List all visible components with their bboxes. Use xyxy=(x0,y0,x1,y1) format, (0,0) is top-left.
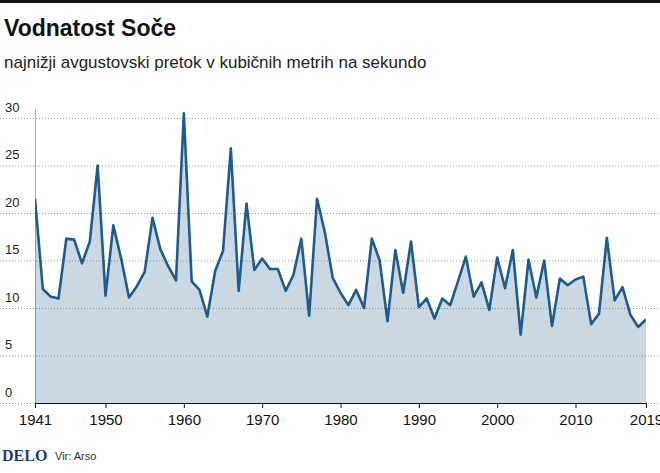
x-tick-mark xyxy=(341,403,342,408)
y-tick-label: 30 xyxy=(5,100,19,115)
x-axis: 1941 1950 1960 1970 1980 1990 2000 2010 2019 xyxy=(19,403,660,428)
x-tick: 1950 xyxy=(89,403,122,428)
x-tick-mark xyxy=(497,403,498,408)
source: Vir: Arso xyxy=(55,450,96,462)
publisher: DELO xyxy=(2,447,47,464)
x-tick-label: 1970 xyxy=(246,411,279,428)
subtitle: najnižji avgustovski pretok v kubičnih m… xyxy=(4,53,426,72)
x-tick-mark xyxy=(419,403,420,408)
x-tick: 1990 xyxy=(403,403,436,428)
y-tick: 25 xyxy=(0,147,660,166)
chart: Vodnatost Soče najnižji avgustovski preto… xyxy=(0,0,660,473)
x-tick: 2000 xyxy=(481,403,514,428)
x-tick-mark xyxy=(262,403,263,408)
x-tick: 2010 xyxy=(559,403,592,428)
area xyxy=(35,113,646,403)
y-grid: 0 5 10 15 20 25 30 xyxy=(0,100,660,404)
y-tick-label: 10 xyxy=(5,290,19,305)
y-tick-label: 25 xyxy=(5,147,19,162)
x-tick-mark xyxy=(646,403,647,408)
x-tick: 1941 xyxy=(19,403,52,428)
y-tick-label: 20 xyxy=(5,195,19,210)
x-tick-mark xyxy=(576,403,577,408)
plot xyxy=(35,113,646,403)
x-tick-label: 1990 xyxy=(403,411,436,428)
x-tick: 2019 xyxy=(630,403,660,428)
x-tick: 1960 xyxy=(168,403,201,428)
title: Vodnatost Soče xyxy=(4,15,176,41)
x-tick: 1970 xyxy=(246,403,279,428)
top-rule xyxy=(0,0,660,3)
x-tick-mark xyxy=(106,403,107,408)
grid-line xyxy=(0,118,660,119)
y-tick-label: 15 xyxy=(5,242,19,257)
x-tick-label: 1960 xyxy=(168,411,201,428)
y-tick: 30 xyxy=(0,100,660,119)
grid-line xyxy=(0,403,660,404)
x-tick-label: 2019 xyxy=(630,411,660,428)
x-tick-label: 1941 xyxy=(19,411,52,428)
x-tick-label: 2010 xyxy=(559,411,592,428)
x-tick-mark xyxy=(35,403,36,408)
y-tick-label: 0 xyxy=(5,385,12,400)
line xyxy=(35,113,646,334)
x-tick-label: 2000 xyxy=(481,411,514,428)
y-tick-label: 5 xyxy=(5,337,12,352)
x-tick-mark xyxy=(184,403,185,408)
x-tick: 1980 xyxy=(324,403,357,428)
x-tick-label: 1950 xyxy=(89,411,122,428)
x-tick-label: 1980 xyxy=(324,411,357,428)
